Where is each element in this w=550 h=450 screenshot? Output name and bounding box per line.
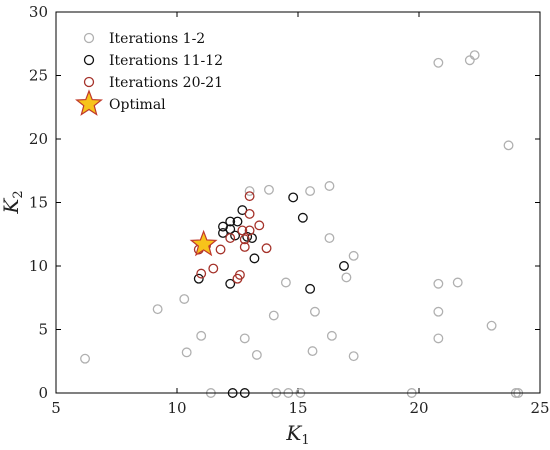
legend-label: Iterations 11-12 (109, 53, 223, 69)
legend-label: Optimal (109, 97, 166, 113)
x-tick-label: 20 (409, 399, 428, 417)
legend: Iterations 1-2 Iterations 11-12 Iterations… (75, 31, 223, 116)
data-point (297, 212, 308, 223)
data-point (324, 233, 335, 244)
data-point (181, 347, 192, 358)
optimal-star-point (189, 229, 218, 257)
data-point (234, 269, 245, 280)
x-axis-label-subscript: 1 (301, 433, 309, 448)
data-point (326, 330, 337, 341)
series-1 (193, 192, 349, 398)
data-point (503, 140, 514, 151)
x-tick-label: 15 (288, 399, 307, 417)
data-point (80, 353, 90, 364)
data-point (433, 333, 444, 344)
data-point (244, 225, 255, 236)
x-axis-label: K1 (285, 421, 309, 448)
data-point (244, 208, 255, 219)
data-point (244, 191, 255, 202)
data-point (179, 294, 190, 304)
x-tick-label: 5 (51, 399, 61, 417)
data-point (348, 351, 359, 362)
y-axis-label-main: K (0, 198, 23, 215)
data-point (242, 231, 253, 242)
legend-star-icon (75, 89, 103, 116)
y-tick-label: 30 (29, 3, 48, 21)
data-point (152, 304, 163, 315)
data-point (251, 349, 262, 360)
legend-item: Iterations 11-12 (83, 53, 223, 69)
data-point (268, 310, 279, 321)
y-tick-label: 5 (38, 321, 48, 339)
data-point (486, 320, 497, 331)
legend-circle-icon (83, 54, 95, 66)
legend-circle-icon (83, 32, 95, 44)
data-point (193, 273, 204, 284)
data-point (280, 277, 291, 288)
data-point (348, 250, 359, 261)
legend-label: Iterations 20-21 (109, 75, 223, 91)
legend-item: Iterations 20-21 (83, 75, 223, 91)
data-point (339, 261, 349, 271)
data-point (239, 333, 250, 344)
data-point (208, 263, 219, 274)
data-point (433, 306, 444, 317)
x-tick-label: 10 (167, 399, 186, 417)
data-point (324, 181, 335, 191)
data-point (232, 216, 243, 227)
data-point (433, 278, 444, 289)
y-tick-label: 20 (29, 130, 48, 148)
data-point (254, 220, 265, 231)
data-point (452, 277, 463, 288)
data-point (244, 186, 255, 197)
data-point (264, 184, 274, 195)
data-point (307, 346, 318, 357)
y-tick-label: 10 (29, 257, 48, 275)
data-point (239, 234, 250, 245)
y-axis-label: K2 (0, 190, 26, 214)
data-point (215, 244, 226, 255)
data-point (196, 330, 207, 341)
series-3 (189, 229, 218, 257)
y-axis-label-subscript: 2 (11, 190, 26, 198)
legend-label: Iterations 1-2 (109, 31, 205, 47)
y-tick-label: 0 (38, 384, 48, 402)
data-point (196, 268, 207, 279)
data-point (433, 57, 444, 68)
data-point (309, 306, 320, 317)
plot-frame (55, 11, 541, 394)
data-point (230, 230, 241, 241)
data-point (225, 278, 236, 289)
x-axis-label-main: K (285, 421, 302, 445)
data-point (249, 253, 260, 264)
data-point (239, 241, 250, 252)
data-point (305, 186, 316, 197)
y-tick-label: 15 (29, 194, 48, 212)
y-tick-label: 25 (29, 67, 48, 85)
data-point (469, 50, 480, 61)
x-tick-label: 25 (530, 399, 549, 417)
legend-circle-icon (83, 76, 95, 88)
data-point (305, 283, 316, 294)
data-point (225, 216, 236, 227)
data-point (261, 243, 272, 254)
data-point (288, 192, 299, 203)
legend-item: Iterations 1-2 (83, 31, 205, 47)
data-point (237, 225, 248, 236)
data-point (464, 55, 475, 66)
data-point (225, 233, 236, 244)
data-point (341, 272, 352, 283)
legend-item: Optimal (75, 89, 166, 116)
series-2 (193, 191, 272, 284)
